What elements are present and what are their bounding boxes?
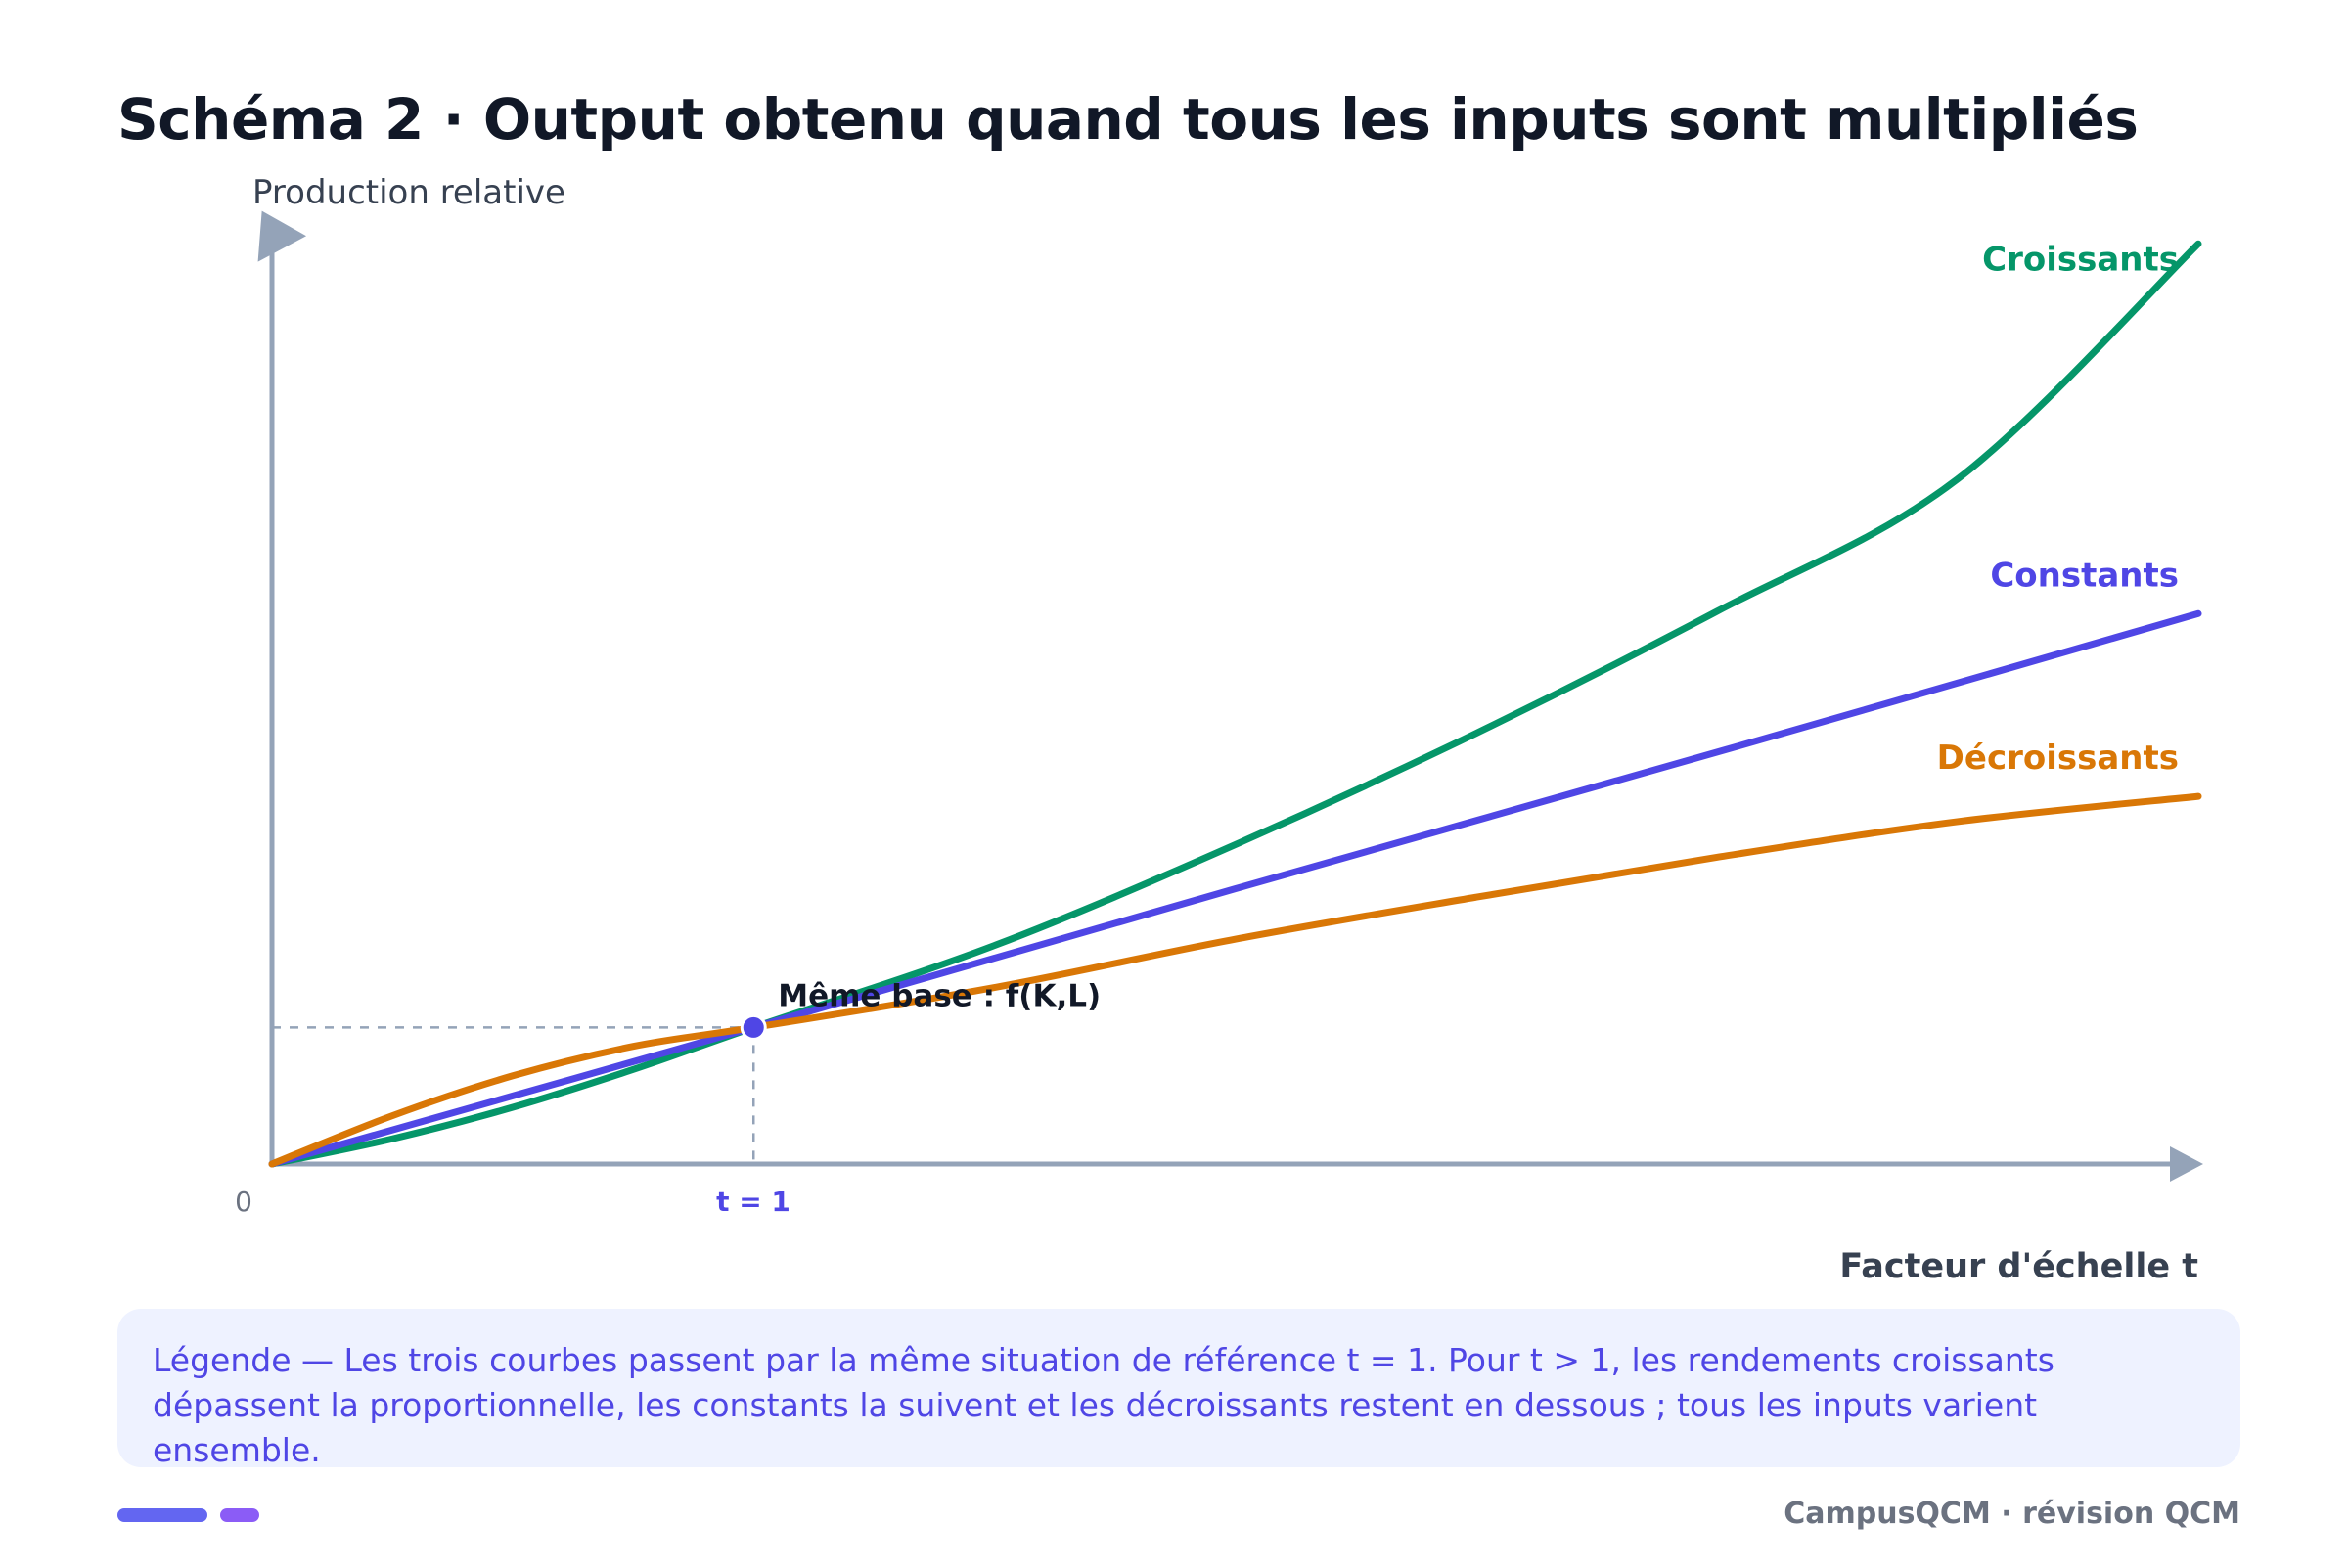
series-line-decroissants (268, 792, 2202, 1168)
x-axis-arrow-icon (2170, 1146, 2203, 1182)
legend-text: Légende — Les trois courbes passent par … (153, 1341, 2054, 1469)
page-title: Schéma 2 · Output obtenu quand tous les … (117, 86, 2139, 153)
series-line-croissants (268, 240, 2202, 1168)
x-tick-label-origin: 0 (235, 1186, 252, 1218)
annotation-layer: Même base : f(K,L) (740, 978, 1101, 1041)
x-tick-label-t1: t = 1 (716, 1186, 790, 1218)
footer-accent-bar (117, 1508, 207, 1522)
series-label-constants: Constants (1990, 556, 2179, 595)
reference-lines (272, 1026, 755, 1164)
footer-accent-bar-secondary (220, 1508, 259, 1522)
y-axis-arrow-icon (257, 210, 307, 262)
series-label-croissants: Croissants (1982, 240, 2179, 279)
x-axis-label: Facteur d'échelle t (1839, 1247, 2198, 1286)
footer-brand: CampusQCM · révision QCM (1784, 1497, 2240, 1531)
reference-point (740, 1013, 767, 1041)
legend-box: Légende — Les trois courbes passent par … (117, 1309, 2240, 1469)
series-label-decroissants: Décroissants (1937, 739, 2179, 778)
series-labels: Croissants Constants Décroissants (1937, 240, 2179, 778)
annotation-label: Même base : f(K,L) (778, 978, 1101, 1013)
series-layer (268, 240, 2202, 1168)
series-line-constants (268, 609, 2202, 1168)
scaling-chart: Production relative Facteur d'échelle t … (235, 173, 2203, 1286)
axes (257, 210, 2203, 1182)
y-axis-label: Production relative (252, 173, 565, 212)
